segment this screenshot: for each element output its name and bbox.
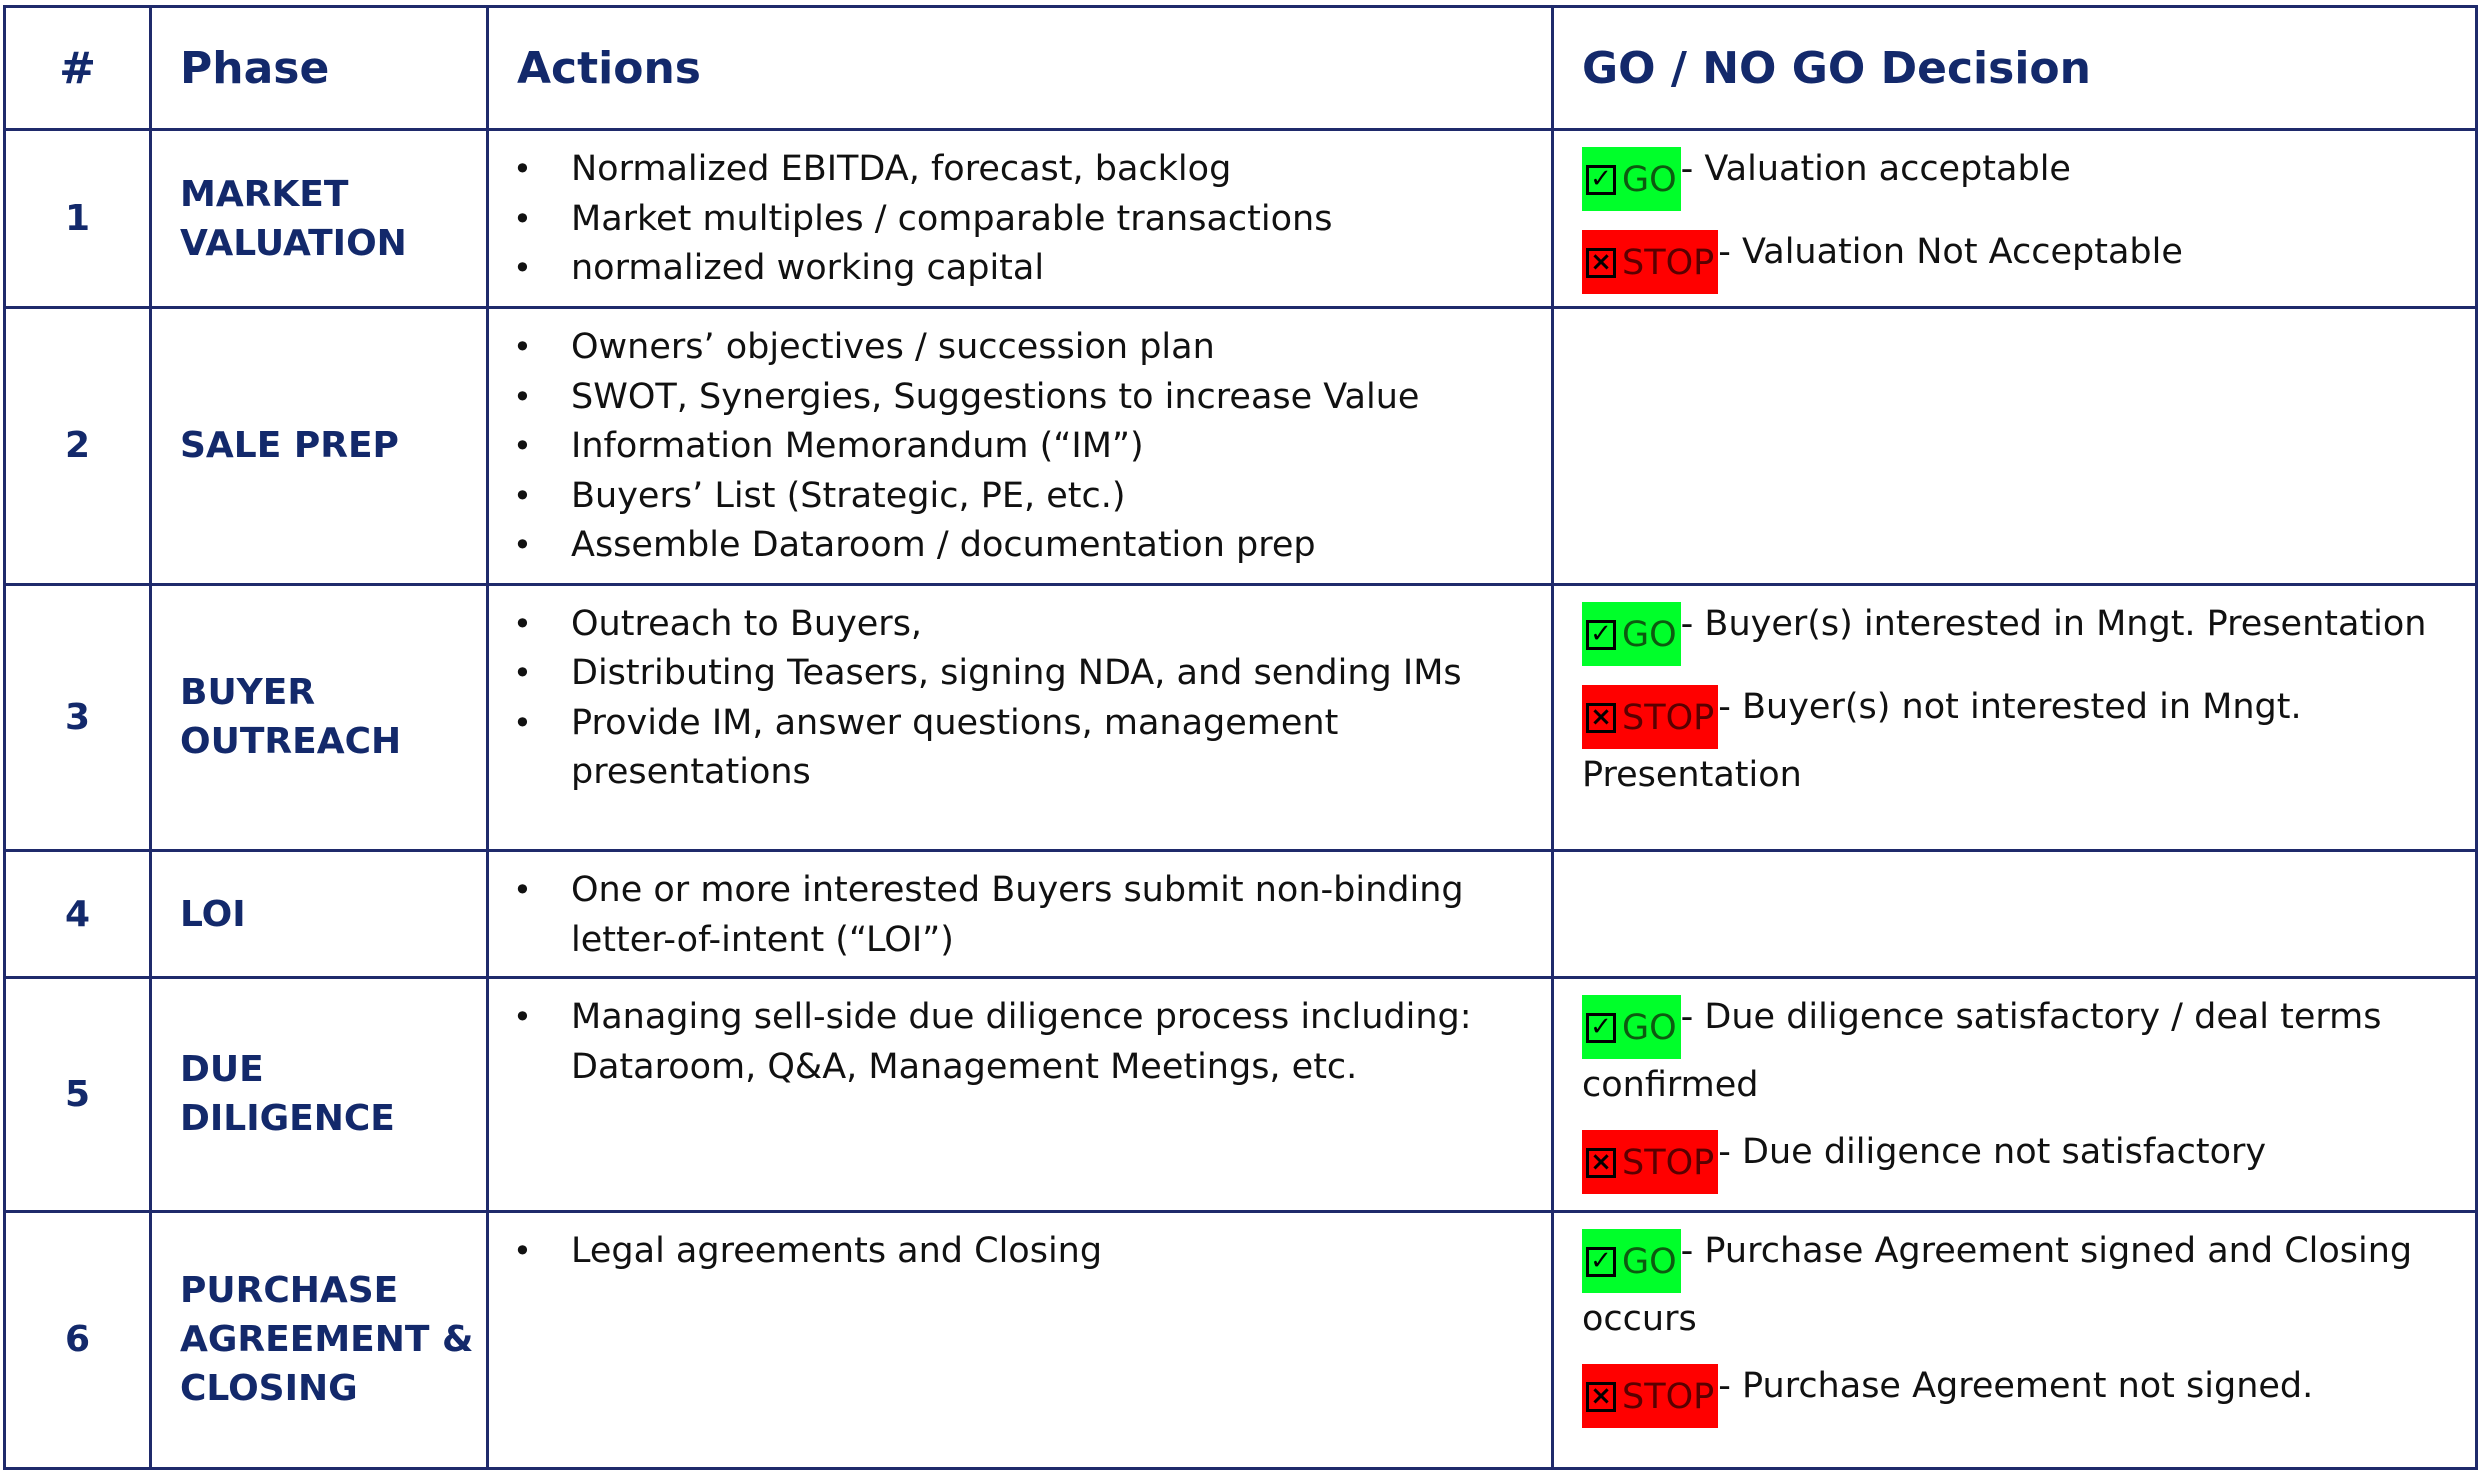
action-item: Managing sell-side due diligence process… [513,993,1531,1092]
phase-name: LOI [149,849,489,980]
go-text: - Buyer(s) interested in Mngt. Presentat… [1680,603,2427,644]
header-decision: GO / NO GO Decision [1551,5,2478,131]
row-number: 3 [3,582,152,853]
action-item: normalized working capital [513,244,1531,294]
table-row: 3 BUYER OUTREACH Outreach to Buyers, Dis… [3,582,2478,853]
phase-name: DUE DILIGENCE [149,976,489,1213]
header-phase: Phase [149,5,489,131]
go-tag: ✓ GO [1582,601,1681,666]
header-row: # Phase Actions GO / NO GO Decision [3,5,2478,131]
stop-decision: × STOP - Buyer(s) not interested in Mngt. … [1582,681,2455,801]
actions-cell: Managing sell-side due diligence process… [486,976,1554,1213]
row-number: 2 [3,306,152,586]
action-item: Owners’ objectives / succession plan [513,323,1531,373]
stop-tag: × STOP [1582,230,1719,294]
action-item: Buyers’ List (Strategic, PE, etc.) [513,472,1531,522]
table-row: 6 PURCHASE AGREEMENT & CLOSING Legal agr… [3,1209,2478,1471]
decision-cell: ✓ GO - Buyer(s) interested in Mngt. Presen… [1551,582,2478,853]
phase-line: VALUATION [180,222,407,264]
phase-line: AGREEMENT & [180,1319,474,1361]
stop-decision: × STOP - Purchase Agreement not signed. [1582,1360,2455,1428]
phase-line: DILIGENCE [180,1098,395,1140]
actions-cell: One or more interested Buyers submit non… [486,849,1554,980]
phase-line: LOI [180,893,246,935]
stop-decision: × STOP - Valuation Not Acceptable [1582,226,2455,294]
action-item: Legal agreements and Closing [513,1227,1531,1277]
phase-name: MARKET VALUATION [149,127,489,310]
actions-cell: Legal agreements and Closing [486,1209,1554,1471]
action-item: Information Memorandum (“IM”) [513,422,1531,472]
row-number: 6 [3,1209,152,1471]
action-item: Outreach to Buyers, [513,600,1531,650]
row-number: 4 [3,849,152,980]
phase-line: PURCHASE [180,1270,399,1312]
table-row: 4 LOI One or more interested Buyers subm… [3,849,2478,980]
action-item: One or more interested Buyers submit non… [513,866,1531,965]
decision-cell: ✓ GO - Due diligence satisfactory / deal t… [1551,976,2478,1213]
go-decision: ✓ GO - Purchase Agreement signed and Closi… [1582,1225,2455,1345]
decision-cell [1551,849,2478,980]
action-item: Provide IM, answer questions, management… [513,699,1531,798]
row-number: 5 [3,976,152,1213]
phase-table: # Phase Actions GO / NO GO Decision 1 MA… [3,5,2478,1471]
action-item: Market multiples / comparable transactio… [513,195,1531,245]
action-item: SWOT, Synergies, Suggestions to increase… [513,373,1531,423]
checkbox-x-icon: × [1586,248,1616,278]
actions-cell: Normalized EBITDA, forecast, backlog Mar… [486,127,1554,310]
stop-text: - Valuation Not Acceptable [1718,232,2183,272]
table-row: 1 MARKET VALUATION Normalized EBITDA, fo… [3,127,2478,310]
phase-line: SALE PREP [180,425,399,467]
phase-name: SALE PREP [149,306,489,586]
phase-line: BUYER [180,672,316,714]
go-tag: ✓ GO [1582,1228,1681,1293]
header-num: # [3,5,152,131]
action-item: Normalized EBITDA, forecast, backlog [513,145,1531,195]
table-row: 2 SALE PREP Owners’ objectives / success… [3,306,2478,586]
phase-line: DUE [180,1049,264,1091]
go-tag: ✓ GO [1582,995,1681,1060]
action-item: Assemble Dataroom / documentation prep [513,521,1531,571]
stop-text: - Due diligence not satisfactory [1718,1132,2267,1173]
phase-name: PURCHASE AGREEMENT & CLOSING [149,1209,489,1471]
actions-cell: Owners’ objectives / succession plan SWO… [486,306,1554,586]
go-text: - Due diligence satisfactory / deal term… [1582,997,2382,1106]
row-number: 1 [3,127,152,310]
go-decision: ✓ GO - Buyer(s) interested in Mngt. Presen… [1582,598,2455,666]
checkbox-checked-icon: ✓ [1586,165,1616,195]
decision-cell: ✓ GO - Valuation acceptable × STOP - Valuati… [1551,127,2478,310]
action-item: Distributing Teasers, signing NDA, and s… [513,649,1531,699]
stop-tag: × STOP [1582,684,1719,749]
phase-name: BUYER OUTREACH [149,582,489,853]
go-decision: ✓ GO - Due diligence satisfactory / deal t… [1582,991,2455,1111]
checkbox-checked-icon: ✓ [1586,1013,1616,1044]
phase-line: OUTREACH [180,721,402,763]
checkbox-checked-icon: ✓ [1586,619,1616,650]
phase-line: CLOSING [180,1368,358,1410]
phase-line: MARKET [180,173,349,215]
stop-text: - Purchase Agreement not signed. [1718,1365,2314,1406]
actions-cell: Outreach to Buyers, Distributing Teasers… [486,582,1554,853]
checkbox-checked-icon: ✓ [1586,1246,1616,1277]
stop-tag: × STOP [1582,1363,1719,1428]
go-text: - Purchase Agreement signed and Closing … [1582,1230,2413,1339]
decision-cell: ✓ GO - Purchase Agreement signed and Closi… [1551,1209,2478,1471]
go-text: - Valuation acceptable [1680,149,2071,189]
checkbox-x-icon: × [1586,1148,1616,1179]
go-tag: ✓ GO [1582,147,1681,211]
header-actions: Actions [486,5,1554,131]
table-row: 5 DUE DILIGENCE Managing sell-side due d… [3,976,2478,1213]
go-decision: ✓ GO - Valuation acceptable [1582,143,2455,211]
checkbox-x-icon: × [1586,702,1616,733]
checkbox-x-icon: × [1586,1381,1616,1412]
stop-tag: × STOP [1582,1130,1719,1195]
stop-decision: × STOP - Due diligence not satisfactory [1582,1126,2455,1195]
decision-cell [1551,306,2478,586]
stop-text: - Buyer(s) not interested in Mngt. Prese… [1582,686,2302,795]
